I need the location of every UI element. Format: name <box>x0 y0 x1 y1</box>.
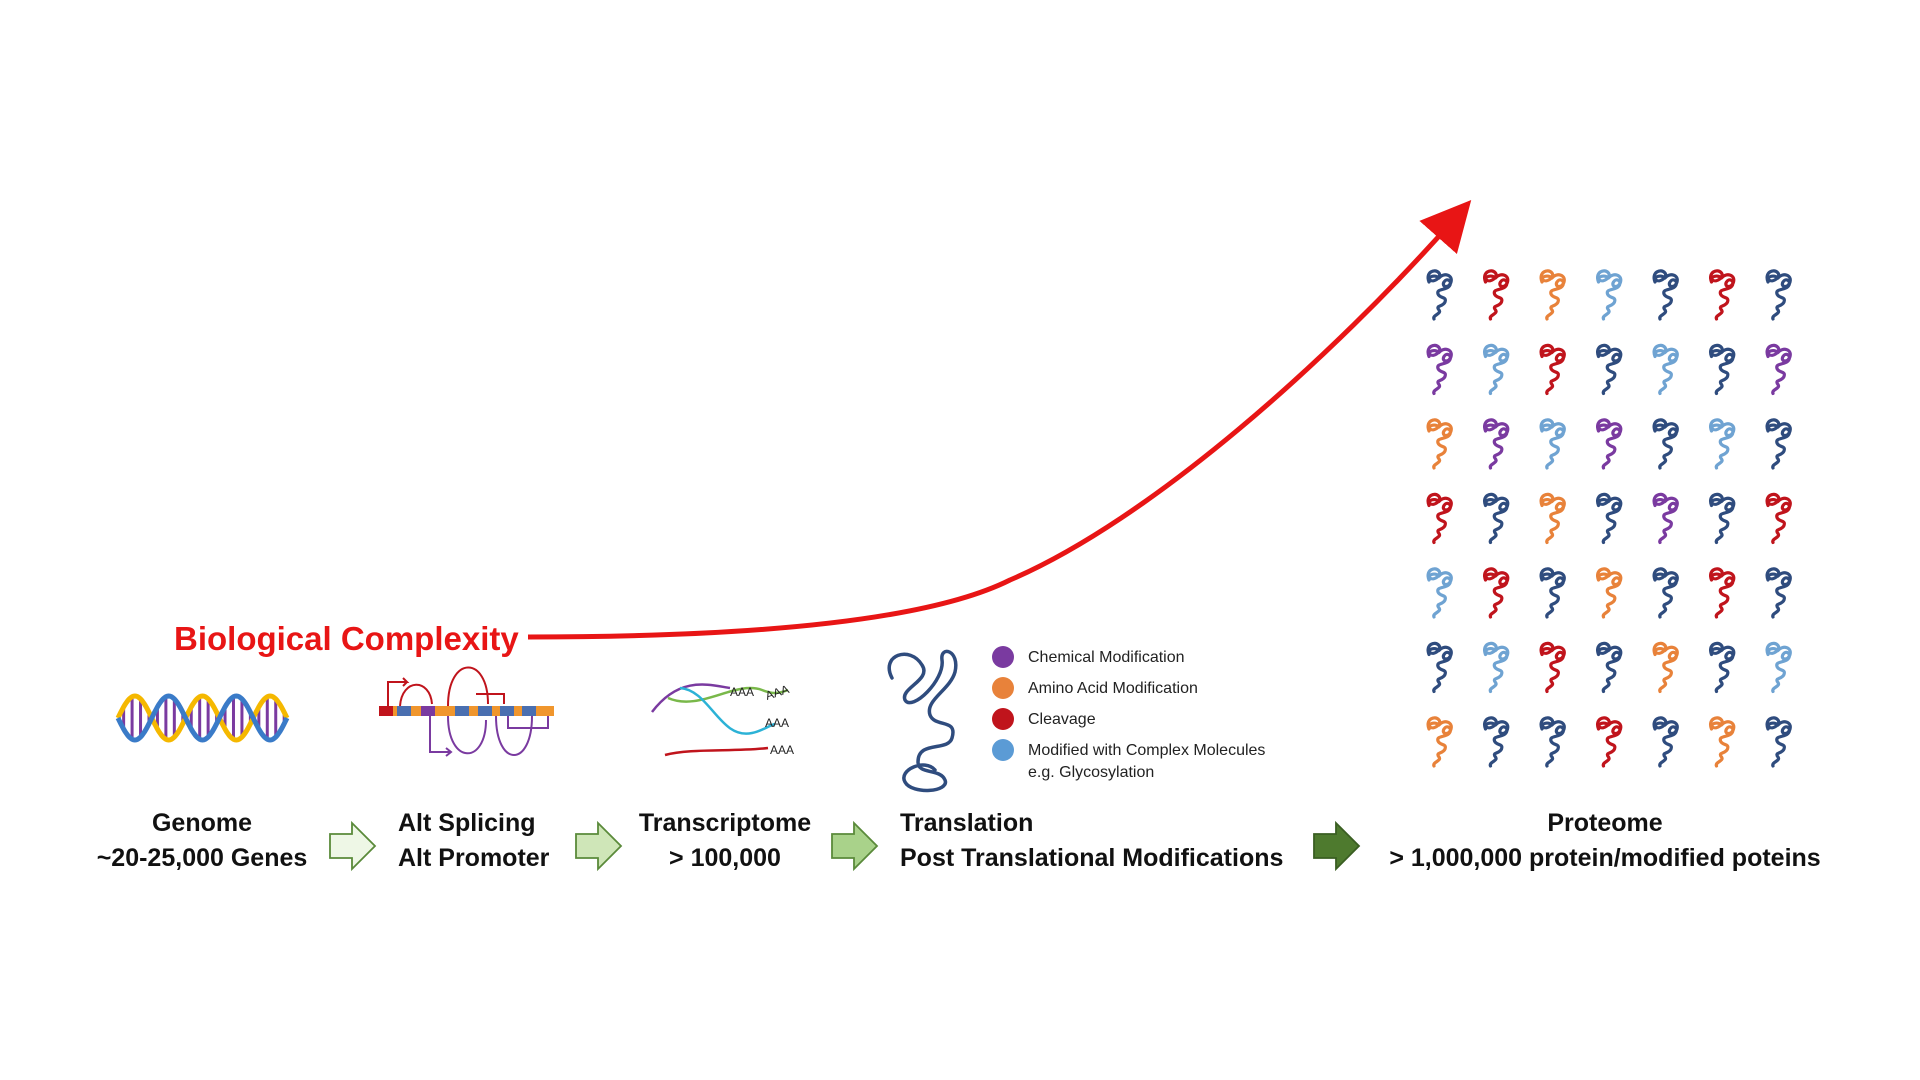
protein-glyph-navy <box>1765 418 1792 470</box>
transcripts-icon: AAA AAA AAA AAA <box>651 682 794 757</box>
legend-swatch-orange <box>992 677 1014 699</box>
protein-glyph-light-blue <box>1708 418 1736 470</box>
stage-genome: Genome ~20-25,000 Genes <box>97 809 308 872</box>
step-arrow-3 <box>831 820 879 872</box>
protein-glyph-navy <box>1765 716 1792 768</box>
protein-glyph-red <box>1765 492 1792 545</box>
protein-glyph-navy <box>1652 269 1679 321</box>
stage-title: Translation <box>900 809 1033 837</box>
step-arrow-1 <box>329 820 377 872</box>
stage-title: Alt Splicing <box>398 809 536 837</box>
protein-glyph-purple <box>1652 492 1679 545</box>
poly-a-tail-label: AAA <box>730 685 754 699</box>
stage-transcriptome: Transcriptome > 100,000 <box>639 809 811 872</box>
protein-glyph-navy <box>1595 492 1623 545</box>
protein-glyph-purple <box>1595 418 1623 470</box>
legend-label: Amino Acid Modification <box>1028 680 1198 697</box>
protein-glyph-light-blue <box>1482 343 1510 396</box>
protein-glyph-light-blue <box>1539 418 1566 470</box>
splicing-icon <box>379 666 554 757</box>
legend-swatch-purple <box>992 646 1014 668</box>
stage-subtitle: > 1,000,000 protein/modified poteins <box>1389 844 1820 872</box>
poly-a-tail-label: AAA <box>765 716 789 730</box>
legend-label: Cleavage <box>1028 711 1096 728</box>
poly-a-tail-label: AAA <box>764 682 791 703</box>
poly-a-tail-label: AAA <box>770 743 794 757</box>
ptm-legend-item: Amino Acid Modification <box>992 677 1198 699</box>
protein-glyph-red <box>1426 492 1453 545</box>
transcript-green <box>667 686 789 703</box>
ptm-legend-item: Chemical Modification <box>992 646 1185 668</box>
proteome-grid <box>1426 269 1792 768</box>
stage-subtitle: Alt Promoter <box>398 844 550 872</box>
protein-glyph-red <box>1482 269 1510 321</box>
protein-glyph-navy <box>1708 641 1736 694</box>
transcript-teal <box>679 686 776 735</box>
protein-glyph-navy <box>1539 567 1566 619</box>
transcript-purple <box>651 683 731 713</box>
stage-title: Transcriptome <box>639 809 811 837</box>
transcript-red <box>664 746 769 757</box>
protein-glyph-orange <box>1539 492 1566 545</box>
protein-glyph-light-blue <box>1765 641 1792 694</box>
protein-glyph-orange <box>1708 716 1736 768</box>
stage-subtitle: Post Translational Modifications <box>900 844 1283 872</box>
protein-glyph-red <box>1708 567 1736 619</box>
dna-helix-icon <box>115 693 290 743</box>
legend-label: Chemical Modification <box>1028 649 1185 666</box>
protein-glyph-navy <box>1426 641 1453 694</box>
stage-proteome: Proteome > 1,000,000 protein/modified po… <box>1389 809 1820 872</box>
step-arrow-4 <box>1313 820 1361 872</box>
protein-glyph-light-blue <box>1426 567 1453 619</box>
protein-glyph-navy <box>1595 343 1623 396</box>
ptm-legend-item: Modified with Complex Molecules e.g. Gly… <box>992 739 1265 781</box>
protein-glyph-red <box>1708 269 1736 321</box>
protein-glyph-navy <box>1765 269 1792 321</box>
protein-glyph-orange <box>1595 567 1623 619</box>
protein-glyph-purple <box>1426 343 1453 396</box>
protein-glyph-navy <box>1595 641 1623 694</box>
step-arrow-2 <box>575 820 623 872</box>
ptm-legend: Chemical Modification Amino Acid Modific… <box>992 646 1265 781</box>
protein-glyph-navy <box>1652 567 1679 619</box>
ptm-legend-item: Cleavage <box>992 708 1096 730</box>
protein-glyph-orange <box>1652 641 1679 694</box>
stage-subtitle: > 100,000 <box>669 844 781 872</box>
protein-glyph-navy <box>1708 492 1736 545</box>
protein-glyph-red <box>1539 343 1566 396</box>
protein-glyph-navy <box>1426 269 1453 321</box>
protein-glyph-navy <box>1482 492 1510 545</box>
protein-glyph-purple <box>1482 418 1510 470</box>
protein-glyph-navy <box>1708 343 1736 396</box>
protein-glyph-navy <box>1539 716 1566 768</box>
protein-glyph-orange <box>1426 418 1453 470</box>
protein-glyph-navy <box>1482 716 1510 768</box>
protein-glyph-orange <box>1426 716 1453 768</box>
protein-glyph-navy <box>1765 567 1792 619</box>
polypeptide-chain-icon <box>887 649 958 793</box>
protein-glyph-light-blue <box>1652 343 1679 396</box>
protein-glyph-red <box>1595 716 1623 768</box>
stage-title: Genome <box>152 809 252 837</box>
protein-glyph-navy <box>1652 418 1679 470</box>
complexity-trend-arrow <box>527 200 1472 640</box>
legend-swatch-blue <box>992 739 1014 761</box>
protein-glyph-light-blue <box>1595 269 1623 321</box>
legend-sublabel: e.g. Glycosylation <box>1028 764 1154 781</box>
legend-swatch-red <box>992 708 1014 730</box>
protein-glyph-purple <box>1765 343 1792 396</box>
headline: Biological Complexity <box>174 620 519 657</box>
legend-label: Modified with Complex Molecules <box>1028 742 1265 759</box>
stage-splicing: Alt Splicing Alt Promoter <box>398 809 550 872</box>
protein-glyph-red <box>1539 641 1566 694</box>
protein-glyph-red <box>1482 567 1510 619</box>
stage-subtitle: ~20-25,000 Genes <box>97 844 308 872</box>
stage-translation: Translation Post Translational Modificat… <box>900 809 1283 872</box>
stage-title: Proteome <box>1547 809 1662 837</box>
protein-glyph-orange <box>1539 269 1566 321</box>
protein-glyph-light-blue <box>1482 641 1510 694</box>
protein-glyph-navy <box>1652 716 1679 768</box>
